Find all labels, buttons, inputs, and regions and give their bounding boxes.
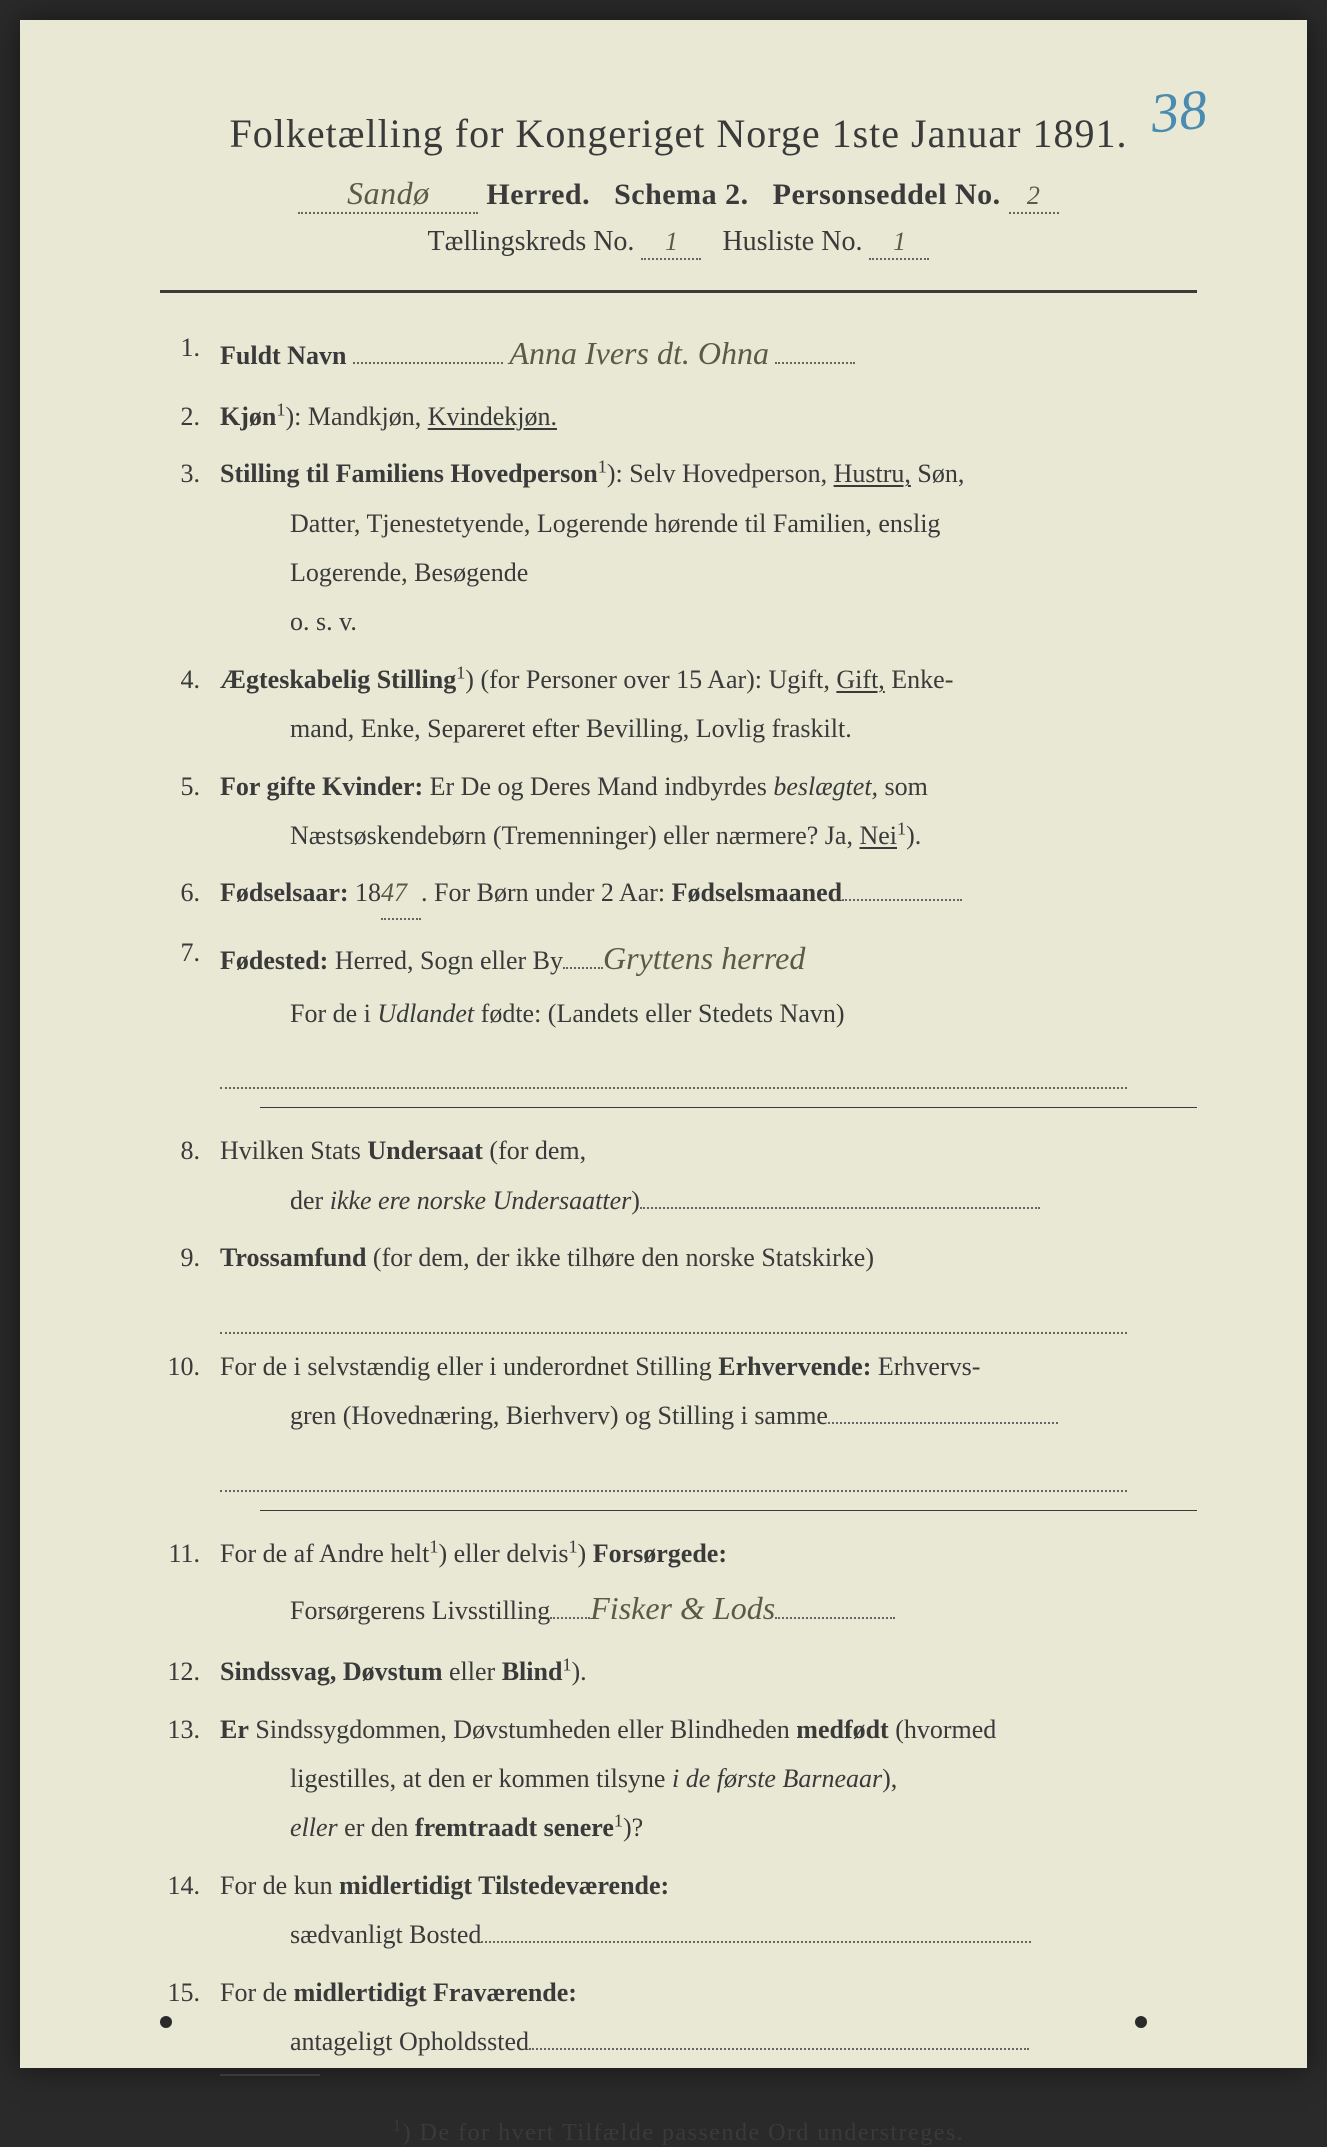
- herred-value: Sandø: [347, 175, 430, 211]
- item-num: 14.: [160, 1861, 220, 1960]
- punch-hole: [1135, 2016, 1147, 2028]
- item-11: 11. For de af Andre helt1) eller delvis1…: [160, 1529, 1197, 1639]
- form-header: Folketælling for Kongeriget Norge 1ste J…: [160, 110, 1197, 260]
- label: Fødselsaar:: [220, 878, 349, 907]
- header-line-1: Sandø Herred. Schema 2. Personseddel No.…: [160, 175, 1197, 214]
- item-num: 2.: [160, 392, 220, 441]
- item-4: 4. Ægteskabelig Stilling1) (for Personer…: [160, 655, 1197, 754]
- item-num: 9.: [160, 1233, 220, 1334]
- header-line-2: Tællingskreds No. 1 Husliste No. 1: [160, 226, 1197, 260]
- husliste-label: Husliste No.: [722, 226, 862, 257]
- item-6: 6. Fødselsaar: 1847. For Børn under 2 Aa…: [160, 868, 1197, 919]
- footnote-rule: [220, 2074, 320, 2076]
- item-3: 3. Stilling til Familiens Hovedperson1):…: [160, 449, 1197, 647]
- label: Er: [220, 1715, 249, 1744]
- birth-year: 47: [381, 868, 421, 919]
- item-num: 6.: [160, 868, 220, 919]
- item-body: For de kun midlertidigt Tilstedeværende:…: [220, 1861, 1197, 1960]
- item-num: 8.: [160, 1126, 220, 1225]
- item-body: Sindssvag, Døvstum eller Blind1).: [220, 1647, 1197, 1696]
- item-num: 3.: [160, 449, 220, 647]
- item-2: 2. Kjøn1): Mandkjøn, Kvindekjøn.: [160, 392, 1197, 441]
- label: For gifte Kvinder:: [220, 772, 423, 801]
- item-body: Hvilken Stats Undersaat (for dem, der ik…: [220, 1126, 1197, 1225]
- item-14: 14. For de kun midlertidigt Tilstedevære…: [160, 1861, 1197, 1960]
- item-num: 13.: [160, 1705, 220, 1853]
- schema-label: Schema 2.: [614, 178, 749, 211]
- item-body: Trossamfund (for dem, der ikke tilhøre d…: [220, 1233, 1197, 1334]
- personseddel-value: 2: [1027, 181, 1041, 210]
- item-body: Stilling til Familiens Hovedperson1): Se…: [220, 449, 1197, 647]
- taellingskreds-value: 1: [665, 227, 678, 256]
- item-body: For de midlertidigt Fraværende: antageli…: [220, 1968, 1197, 2067]
- item-num: 7.: [160, 928, 220, 1090]
- label: Stilling til Familiens Hovedperson: [220, 459, 598, 488]
- selected: Kvindekjøn.: [428, 402, 557, 431]
- item-15: 15. For de midlertidigt Fraværende: anta…: [160, 1968, 1197, 2067]
- item-8: 8. Hvilken Stats Undersaat (for dem, der…: [160, 1126, 1197, 1225]
- item-num: 12.: [160, 1647, 220, 1696]
- herred-label: Herred.: [486, 178, 590, 211]
- label: Fuldt Navn: [220, 341, 346, 370]
- item-13: 13. Er Sindssygdommen, Døvstumheden elle…: [160, 1705, 1197, 1853]
- label: midlertidigt Fraværende:: [294, 1978, 577, 2007]
- header-divider: [160, 290, 1197, 293]
- item-body: For de i selvstændig eller i underordnet…: [220, 1342, 1197, 1492]
- label: Erhvervende:: [718, 1352, 871, 1381]
- item-10: 10. For de i selvstændig eller i underor…: [160, 1342, 1197, 1492]
- label: Ægteskabelig Stilling: [220, 665, 456, 694]
- item-num: 11.: [160, 1529, 220, 1639]
- form-title: Folketælling for Kongeriget Norge 1ste J…: [160, 110, 1197, 157]
- label: Forsørgede:: [593, 1539, 727, 1568]
- item-12: 12. Sindssvag, Døvstum eller Blind1).: [160, 1647, 1197, 1696]
- item-body: Fødested: Herred, Sogn eller ByGryttens …: [220, 928, 1197, 1090]
- label: Fødested:: [220, 946, 328, 975]
- name-value: Anna Ivers dt. Ohna: [509, 335, 769, 371]
- item-num: 1.: [160, 323, 220, 384]
- birthplace-value: Gryttens herred: [603, 940, 805, 976]
- footnote: 1) De for hvert Tilfælde passende Ord un…: [160, 2116, 1197, 2147]
- item-1: 1. Fuldt Navn Anna Ivers dt. Ohna: [160, 323, 1197, 384]
- label: Kjøn: [220, 402, 276, 431]
- punch-hole: [160, 2016, 172, 2028]
- item-body: Kjøn1): Mandkjøn, Kvindekjøn.: [220, 392, 1197, 441]
- item-body: For gifte Kvinder: Er De og Deres Mand i…: [220, 762, 1197, 861]
- census-form-page: 38 Folketælling for Kongeriget Norge 1st…: [20, 20, 1307, 2068]
- provider-occupation: Fisker & Lods: [590, 1590, 775, 1626]
- item-num: 10.: [160, 1342, 220, 1492]
- page-number-annotation: 38: [1148, 78, 1209, 147]
- item-body: Fuldt Navn Anna Ivers dt. Ohna: [220, 323, 1197, 384]
- section-divider: [260, 1107, 1197, 1108]
- taellingskreds-label: Tællingskreds No.: [428, 226, 635, 257]
- item-num: 5.: [160, 762, 220, 861]
- section-divider: [260, 1510, 1197, 1511]
- item-body: Fødselsaar: 1847. For Børn under 2 Aar: …: [220, 868, 1197, 919]
- husliste-value: 1: [893, 227, 906, 256]
- item-body: For de af Andre helt1) eller delvis1) Fo…: [220, 1529, 1197, 1639]
- item-num: 4.: [160, 655, 220, 754]
- selected: Hustru,: [834, 459, 911, 488]
- selected: Nei: [859, 821, 897, 850]
- item-body: Er Sindssygdommen, Døvstumheden eller Bl…: [220, 1705, 1197, 1853]
- item-9: 9. Trossamfund (for dem, der ikke tilhør…: [160, 1233, 1197, 1334]
- label: midlertidigt Tilstedeværende:: [339, 1871, 669, 1900]
- item-body: Ægteskabelig Stilling1) (for Personer ov…: [220, 655, 1197, 754]
- selected: Gift,: [836, 665, 884, 694]
- label: Trossamfund: [220, 1243, 366, 1272]
- personseddel-label: Personseddel No.: [773, 178, 1001, 211]
- item-5: 5. For gifte Kvinder: Er De og Deres Man…: [160, 762, 1197, 861]
- label: Sindssvag, Døvstum: [220, 1657, 443, 1686]
- item-7: 7. Fødested: Herred, Sogn eller ByGrytte…: [160, 928, 1197, 1090]
- label: Undersaat: [367, 1136, 483, 1165]
